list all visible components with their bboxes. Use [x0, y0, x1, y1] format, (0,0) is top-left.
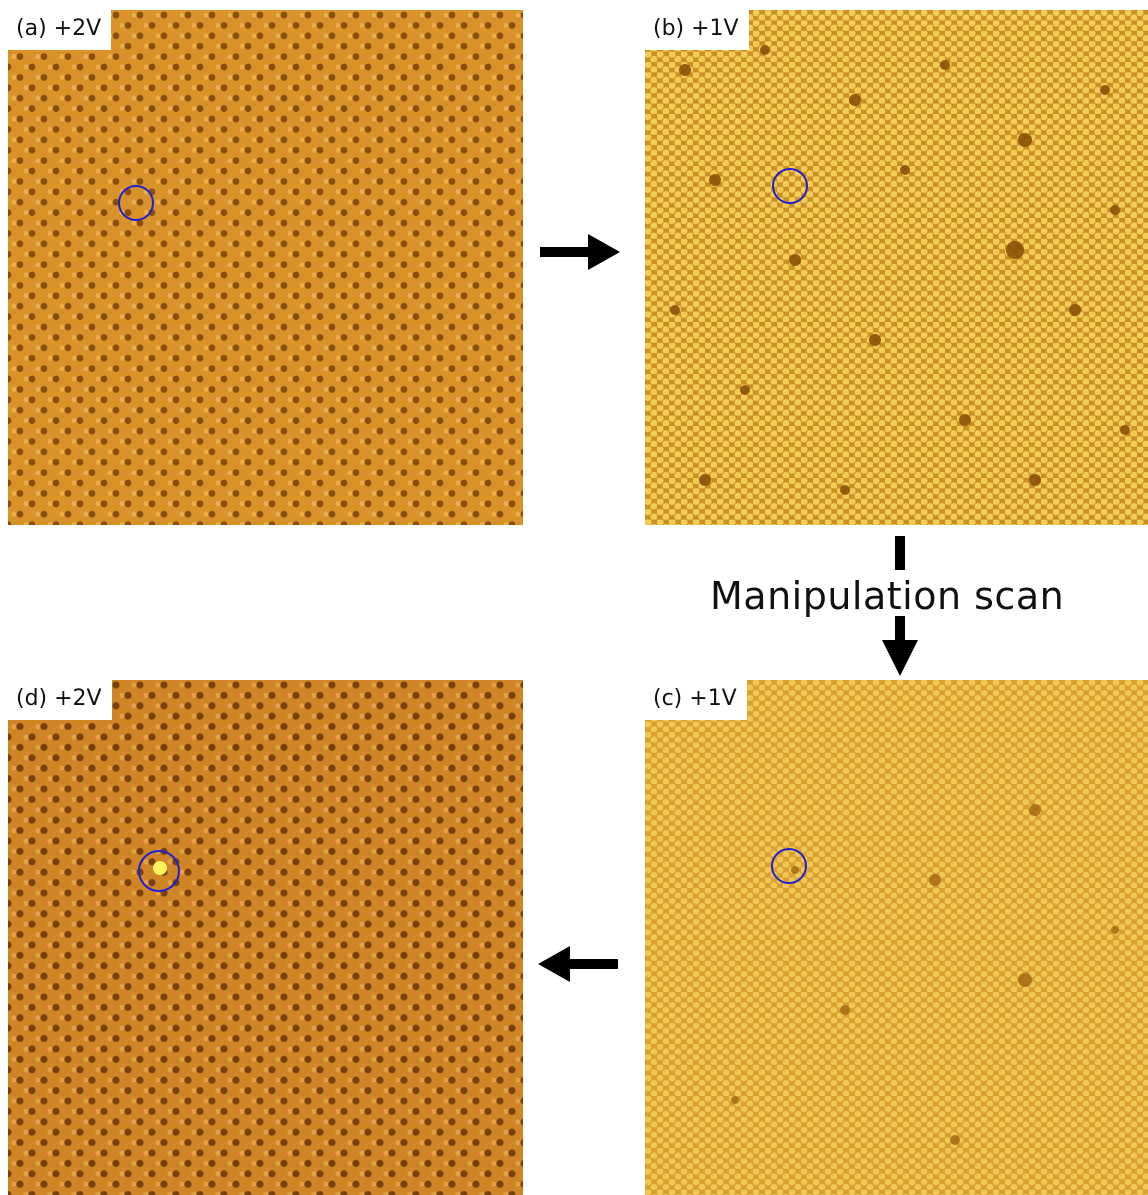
- panel-label-c: (c) +1V: [645, 680, 747, 720]
- manipulation-scan-caption: Manipulation scan: [710, 574, 1065, 618]
- panel-label-d: (d) +2V: [8, 680, 112, 720]
- stm-surface-a: [8, 10, 523, 525]
- stm-image-a: (a) +2V: [8, 10, 523, 525]
- marker-circle-b: [772, 168, 808, 204]
- marker-circle-d: [138, 850, 180, 892]
- panel-label-a: (a) +2V: [8, 10, 112, 50]
- arrow-left-icon: [538, 946, 618, 982]
- marker-circle-c: [771, 848, 807, 884]
- stm-image-c: (c) +1V: [645, 680, 1148, 1195]
- arrow-right-icon: [540, 234, 620, 270]
- stm-surface-d: [8, 680, 523, 1195]
- stm-surface-b: [645, 10, 1148, 525]
- arrow-down-icon: [882, 536, 918, 676]
- marker-circle-a: [118, 185, 154, 221]
- panel-label-b: (b) +1V: [645, 10, 749, 50]
- stm-image-b: (b) +1V: [645, 10, 1148, 525]
- stm-image-d: (d) +2V: [8, 680, 523, 1195]
- stm-surface-c: [645, 680, 1148, 1195]
- vacancy-defects-b: [670, 45, 1130, 495]
